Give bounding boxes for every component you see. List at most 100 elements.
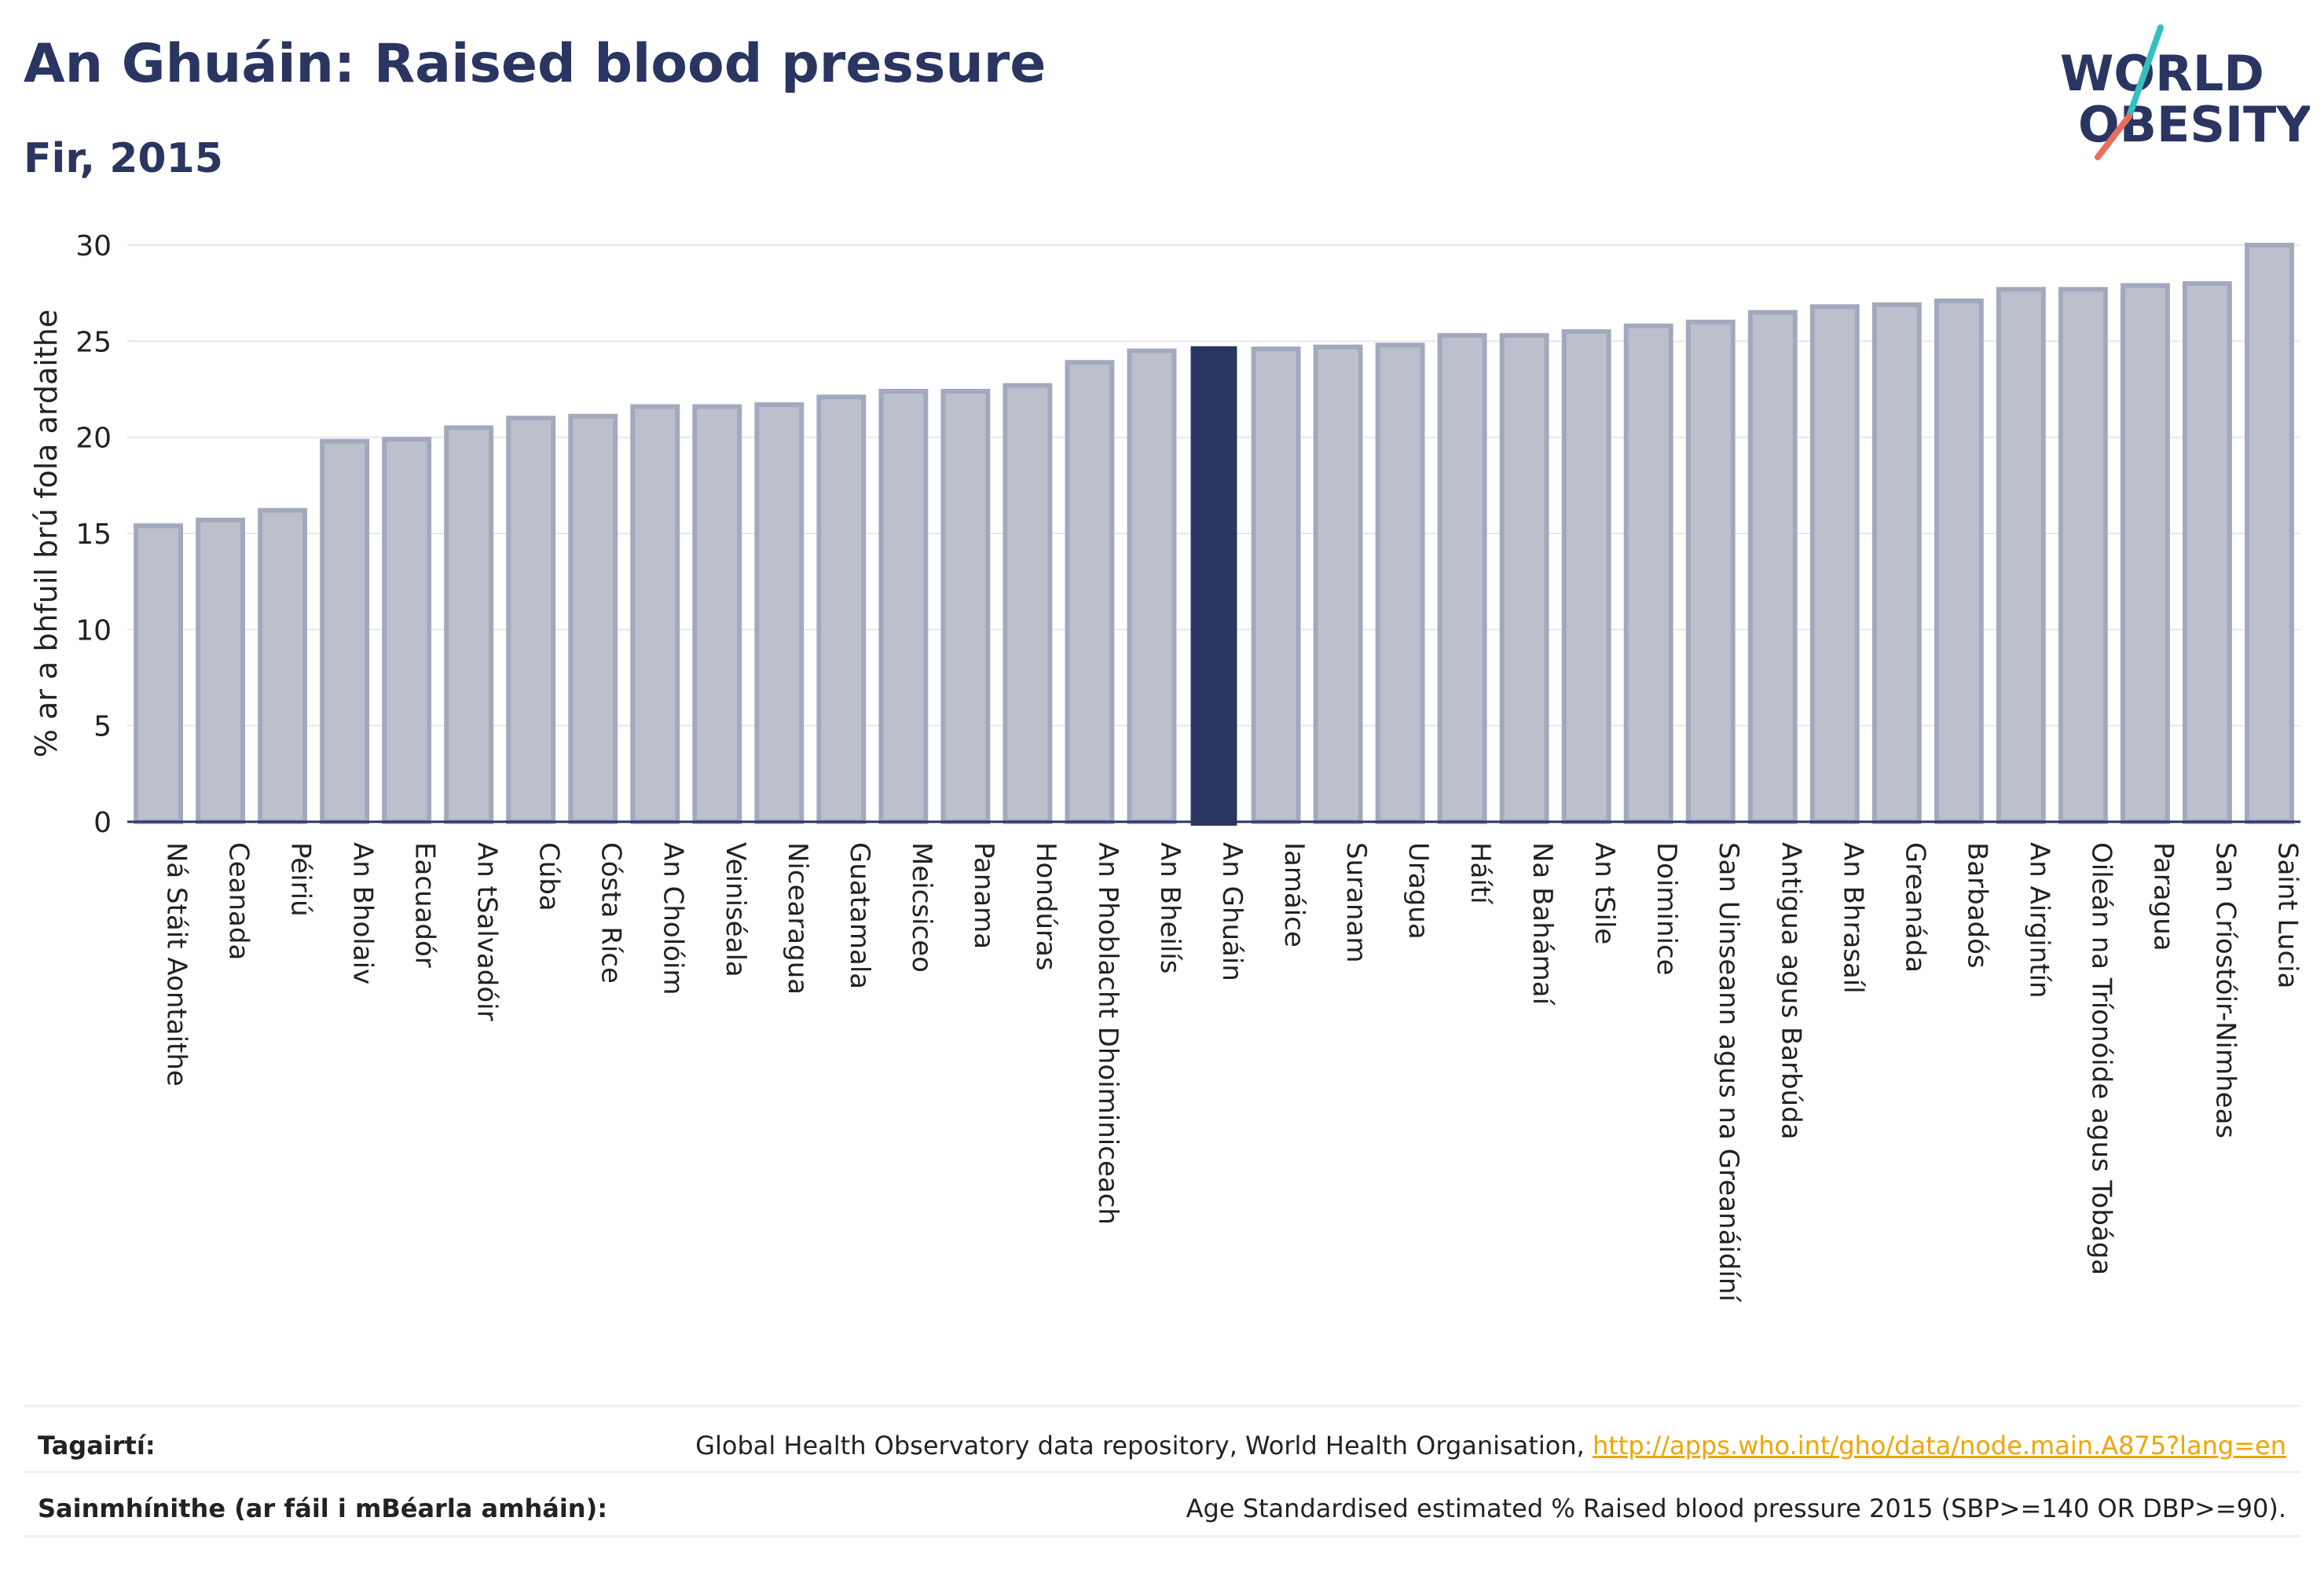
x-tick-label: Cúba xyxy=(533,842,565,911)
bar[interactable] xyxy=(1809,304,1860,824)
x-tick-label: Doiminice xyxy=(1651,842,1682,976)
bar[interactable] xyxy=(1996,287,2046,825)
bar[interactable] xyxy=(1747,310,1798,824)
logo-line1: WORLD xyxy=(2060,45,2264,102)
logo-line2: OBESITY xyxy=(2078,96,2310,153)
x-tick-label: Uragua xyxy=(1402,842,1434,940)
bar[interactable] xyxy=(382,437,432,824)
x-tick-label: An tSile xyxy=(1589,842,1620,944)
x-tick-label: Oileán na Tríonóide agus Tobága xyxy=(2085,842,2117,1275)
bar[interactable] xyxy=(1251,346,1301,824)
bar[interactable] xyxy=(134,523,183,824)
chart-title: An Ghuáin: Raised blood pressure xyxy=(24,33,1047,95)
x-tick-label: Paragua xyxy=(2147,842,2179,951)
bar[interactable] xyxy=(692,404,742,824)
y-tick-label: 0 xyxy=(93,807,112,839)
x-tick-label: Cósta Ríce xyxy=(596,842,627,984)
y-tick-label: 15 xyxy=(75,519,112,551)
references-value: Global Health Observatory data repositor… xyxy=(695,1431,2300,1461)
bar[interactable] xyxy=(1685,319,1736,825)
footer-definitions-row: Sainmhínithe (ar fáil i mBéarla amháin):… xyxy=(24,1477,2300,1540)
x-tick-label: San Críostóir-Nimheas xyxy=(2209,842,2241,1138)
x-tick-label: Ná Stáit Aontaithe xyxy=(161,842,192,1087)
y-tick-label: 20 xyxy=(75,423,112,455)
x-tick-label: An Bheilís xyxy=(1154,842,1186,973)
x-tick-label: Nicearagua xyxy=(782,842,813,995)
x-tick-label: Panama xyxy=(968,842,999,949)
bar[interactable] xyxy=(1934,298,1984,825)
bar[interactable] xyxy=(1499,332,1549,824)
x-tick-label: Péiriú xyxy=(285,842,317,917)
bar[interactable] xyxy=(1561,329,1611,825)
bar[interactable] xyxy=(320,438,370,824)
definitions-value: Age Standardised estimated % Raised bloo… xyxy=(1186,1494,2286,1523)
bar[interactable] xyxy=(444,425,494,825)
bar-layer xyxy=(134,243,2294,826)
y-tick-label: 5 xyxy=(93,711,112,743)
bar[interactable] xyxy=(630,404,680,824)
y-axis-label: % ar a bhfuil brú fola ardaithe xyxy=(29,310,64,757)
bar-chart: 0 5 10 15 20 25 30 Ná Stáit Aontaithe Ceanada Pé… xyxy=(29,230,2304,1303)
bar[interactable] xyxy=(1375,343,1425,824)
footer-references-row: Tagairtí: Global Health Observatory data… xyxy=(24,1414,2300,1477)
x-tick-label: Eacuadór xyxy=(409,842,441,968)
x-tick-label: An tSalvadóir xyxy=(471,842,503,1021)
bar[interactable] xyxy=(1065,360,1115,825)
x-tick-label: Barbadós xyxy=(1961,842,1992,969)
x-tick-label: Ceanada xyxy=(223,842,255,960)
x-tick-label: San Uinseann agus na Greanáidíní xyxy=(1713,842,1744,1303)
x-tick-label: Hondúras xyxy=(1030,842,1061,971)
bar[interactable] xyxy=(2183,280,2232,824)
bar[interactable] xyxy=(1871,302,1922,824)
y-tick-label: 10 xyxy=(75,614,112,647)
bar[interactable] xyxy=(1003,383,1053,824)
bar[interactable] xyxy=(1437,332,1487,824)
bar[interactable] xyxy=(258,508,308,824)
bar[interactable] xyxy=(754,402,805,824)
logo-slash-top xyxy=(2126,24,2164,119)
bar[interactable] xyxy=(2245,243,2294,824)
label-layer: Ná Stáit Aontaithe Ceanada Péiriú An Bholai… xyxy=(161,842,2304,1303)
x-tick-label: Na Bahámaí xyxy=(1527,842,1558,1006)
footer-divider-middle xyxy=(24,1471,2300,1473)
x-tick-label: Saint Lucia xyxy=(2271,842,2303,988)
chart-subtitle: Fir, 2015 xyxy=(24,135,223,182)
x-tick-label: Iamáice xyxy=(1278,842,1310,947)
x-tick-label: Suranam xyxy=(1340,842,1372,962)
bar[interactable] xyxy=(196,517,245,825)
x-tick-label: An Bholaiv xyxy=(347,842,379,984)
x-tick-label: Veiniséala xyxy=(720,842,751,977)
footer-divider-bottom xyxy=(24,1535,2300,1538)
references-label: Tagairtí: xyxy=(38,1431,156,1461)
bar[interactable] xyxy=(506,416,556,824)
references-link[interactable]: http://apps.who.int/gho/data/node.main.A… xyxy=(1592,1431,2286,1461)
bar[interactable] xyxy=(2120,283,2170,824)
x-tick-label: An Phoblacht Dhoiminiceach xyxy=(1092,842,1124,1225)
x-tick-label: Greanáda xyxy=(1899,842,1930,973)
x-tick-label: Háítí xyxy=(1464,842,1496,905)
bar[interactable] xyxy=(568,413,618,824)
x-tick-label: An Airgintín xyxy=(2023,842,2055,999)
y-tick-label: 25 xyxy=(75,326,112,358)
x-tick-label: Guatamala xyxy=(844,842,875,989)
footer-divider-top xyxy=(24,1405,2300,1407)
bar[interactable] xyxy=(816,394,867,824)
logo-slash-bottom xyxy=(2095,113,2132,160)
references-text: Global Health Observatory data repositor… xyxy=(695,1431,1593,1461)
x-tick-label: An Bhrasaíl xyxy=(1837,842,1868,994)
definitions-label: Sainmhínithe (ar fáil i mBéarla amháin): xyxy=(38,1494,607,1523)
axis-layer: 0 5 10 15 20 25 30 xyxy=(75,230,2300,839)
x-tick-label: An Cholóim xyxy=(658,842,689,995)
y-tick-label: 30 xyxy=(75,230,112,262)
bar-highlighted[interactable] xyxy=(1190,346,1237,826)
bar[interactable] xyxy=(940,388,991,824)
bar[interactable] xyxy=(1127,348,1177,825)
x-tick-label: Antigua agus Barbúda xyxy=(1775,842,1806,1140)
bar[interactable] xyxy=(1623,323,1673,824)
world-obesity-logo: WORLD OBESITY xyxy=(2060,24,2310,160)
bar[interactable] xyxy=(1313,344,1363,824)
bar[interactable] xyxy=(878,388,929,824)
bar[interactable] xyxy=(2058,287,2108,825)
x-tick-label: Meicsiceo xyxy=(906,842,937,973)
x-tick-label: An Ghuáin xyxy=(1216,842,1248,981)
